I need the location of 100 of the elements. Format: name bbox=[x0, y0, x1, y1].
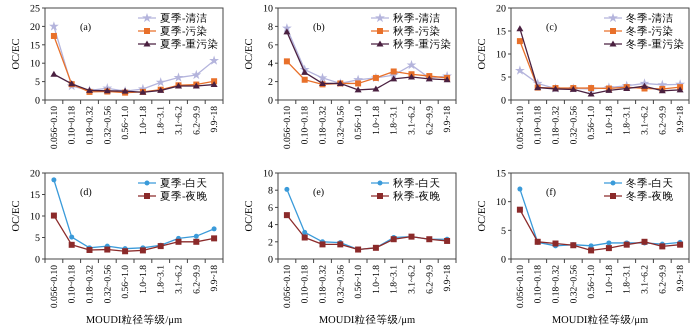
point bbox=[677, 242, 684, 248]
x-tick-label: 0.18~0.32 bbox=[86, 264, 96, 304]
y-tick-label: 5 bbox=[501, 226, 506, 237]
point bbox=[588, 247, 594, 254]
point bbox=[176, 238, 182, 245]
x-tick-label: 9.9~18 bbox=[443, 264, 454, 292]
point bbox=[68, 242, 75, 248]
point bbox=[191, 70, 202, 80]
x-tick-label: 0.10~0.18 bbox=[68, 264, 78, 304]
point bbox=[140, 247, 146, 254]
x-tick-label: 0.56~1.0 bbox=[121, 106, 132, 140]
x-tick-label: 0.056~0.10 bbox=[282, 106, 293, 150]
x-tick-label: 1.0~1.8 bbox=[604, 264, 615, 294]
y-tick-label: 0 bbox=[268, 96, 273, 106]
x-tick-label: 0.10~0.18 bbox=[534, 106, 544, 144]
legend-label: 秋季-清洁 bbox=[393, 12, 440, 25]
y-tick-label: 0 bbox=[35, 254, 40, 266]
y-tick-label: 10 bbox=[30, 58, 40, 70]
legend-label: 夏季-污染 bbox=[160, 24, 208, 38]
x-axis-title: MOUDI粒径等级/μm bbox=[552, 314, 648, 326]
legend-label: 秋季-重污染 bbox=[393, 38, 452, 51]
point bbox=[104, 246, 110, 253]
y-tick-label: 10 bbox=[263, 168, 273, 180]
point bbox=[588, 90, 595, 97]
x-tick-label: 0.10~0.18 bbox=[68, 106, 78, 144]
x-tick-label: 6.2~9.9 bbox=[425, 264, 436, 294]
point bbox=[354, 86, 362, 92]
point bbox=[390, 236, 397, 242]
y-tick-label: 0 bbox=[501, 254, 506, 266]
point bbox=[302, 234, 308, 240]
point bbox=[624, 242, 630, 248]
x-tick-label: 1.0~1.8 bbox=[372, 106, 382, 135]
point bbox=[122, 248, 128, 254]
x-tick-label: 0.56~1.0 bbox=[587, 106, 598, 140]
y-axis-title: OC/EC bbox=[11, 38, 22, 70]
point bbox=[193, 238, 200, 245]
x-tick-label: 0.18~0.32 bbox=[552, 106, 562, 144]
x-axis-title: MOUDI粒径等级/μm bbox=[86, 314, 182, 326]
point bbox=[284, 212, 290, 218]
x-tick-label: 1.8~3.1 bbox=[390, 106, 400, 135]
x-tick-label: 0.10~0.18 bbox=[300, 106, 311, 144]
x-tick-label: 3.1~6.2 bbox=[408, 106, 418, 135]
legend-label: 冬季-污染 bbox=[626, 24, 674, 38]
annotation: (b) bbox=[313, 22, 325, 33]
y-tick-label: 0 bbox=[268, 254, 273, 266]
y-tick-label: 8 bbox=[268, 186, 273, 197]
legend-label: 秋季-夜晚 bbox=[393, 190, 440, 203]
x-tick-label: 9.9~18 bbox=[210, 106, 220, 133]
x-tick-label: 3.1~6.2 bbox=[640, 264, 650, 294]
x-tick-label: 0.18~0.32 bbox=[552, 264, 562, 304]
annotation: (e) bbox=[313, 187, 324, 198]
x-tick-label: 3.1~6.2 bbox=[174, 264, 184, 294]
y-tick-label: 5 bbox=[35, 233, 40, 244]
x-tick-label: 6.2~9.9 bbox=[425, 106, 436, 135]
x-tick-label: 1.8~3.1 bbox=[156, 264, 167, 294]
point bbox=[156, 77, 166, 87]
legend-label: 秋季-白天 bbox=[393, 176, 440, 190]
point bbox=[284, 58, 290, 64]
point bbox=[284, 186, 290, 192]
x-tick-label: 0.056~0.10 bbox=[516, 264, 526, 308]
point bbox=[194, 234, 199, 239]
y-tick-label: 15 bbox=[496, 26, 506, 38]
point bbox=[355, 80, 362, 86]
point bbox=[50, 70, 58, 77]
legend-label: 夏季-夜晚 bbox=[160, 190, 208, 203]
y-tick-label: 2 bbox=[268, 77, 273, 88]
x-tick-label: 0.10~0.18 bbox=[300, 264, 311, 304]
point bbox=[372, 85, 380, 92]
x-tick-label: 1.8~3.1 bbox=[622, 264, 633, 294]
y-axis-title: OC/EC bbox=[477, 200, 488, 232]
y-tick-label: 10 bbox=[496, 50, 506, 60]
point bbox=[283, 28, 290, 34]
point bbox=[408, 74, 415, 80]
y-tick-label: 5 bbox=[501, 72, 506, 84]
x-tick-label: 0.18~0.32 bbox=[318, 264, 328, 304]
y-tick-label: 6 bbox=[268, 202, 273, 214]
x-axis-title: MOUDI粒径等级/μm bbox=[318, 314, 416, 326]
annotation: (a) bbox=[80, 22, 92, 33]
annotation: (d) bbox=[80, 187, 92, 198]
x-tick-label: 1.8~3.1 bbox=[390, 264, 400, 294]
y-tick-label: 6 bbox=[268, 40, 273, 52]
point bbox=[406, 60, 416, 70]
x-tick-label: 1.0~1.8 bbox=[372, 264, 382, 294]
y-tick-label: 15 bbox=[30, 40, 40, 52]
point bbox=[209, 55, 220, 65]
y-tick-label: 15 bbox=[496, 168, 506, 180]
y-tick-label: 5 bbox=[35, 77, 40, 88]
legend-label: 冬季-夜晚 bbox=[626, 190, 674, 203]
legend-label: 夏季-清洁 bbox=[160, 12, 208, 25]
x-tick-label: 1.0~1.8 bbox=[138, 106, 149, 135]
legend-label: 夏季-重污染 bbox=[160, 38, 218, 51]
point bbox=[318, 72, 328, 82]
x-tick-label: 3.1~6.2 bbox=[174, 106, 184, 135]
point bbox=[552, 240, 558, 247]
y-tick-label: 8 bbox=[268, 22, 273, 33]
x-tick-label: 0.32~0.56 bbox=[336, 106, 346, 144]
x-tick-label: 0.56~1.0 bbox=[587, 264, 598, 299]
point bbox=[302, 76, 308, 83]
point bbox=[48, 21, 59, 31]
point bbox=[659, 243, 666, 250]
